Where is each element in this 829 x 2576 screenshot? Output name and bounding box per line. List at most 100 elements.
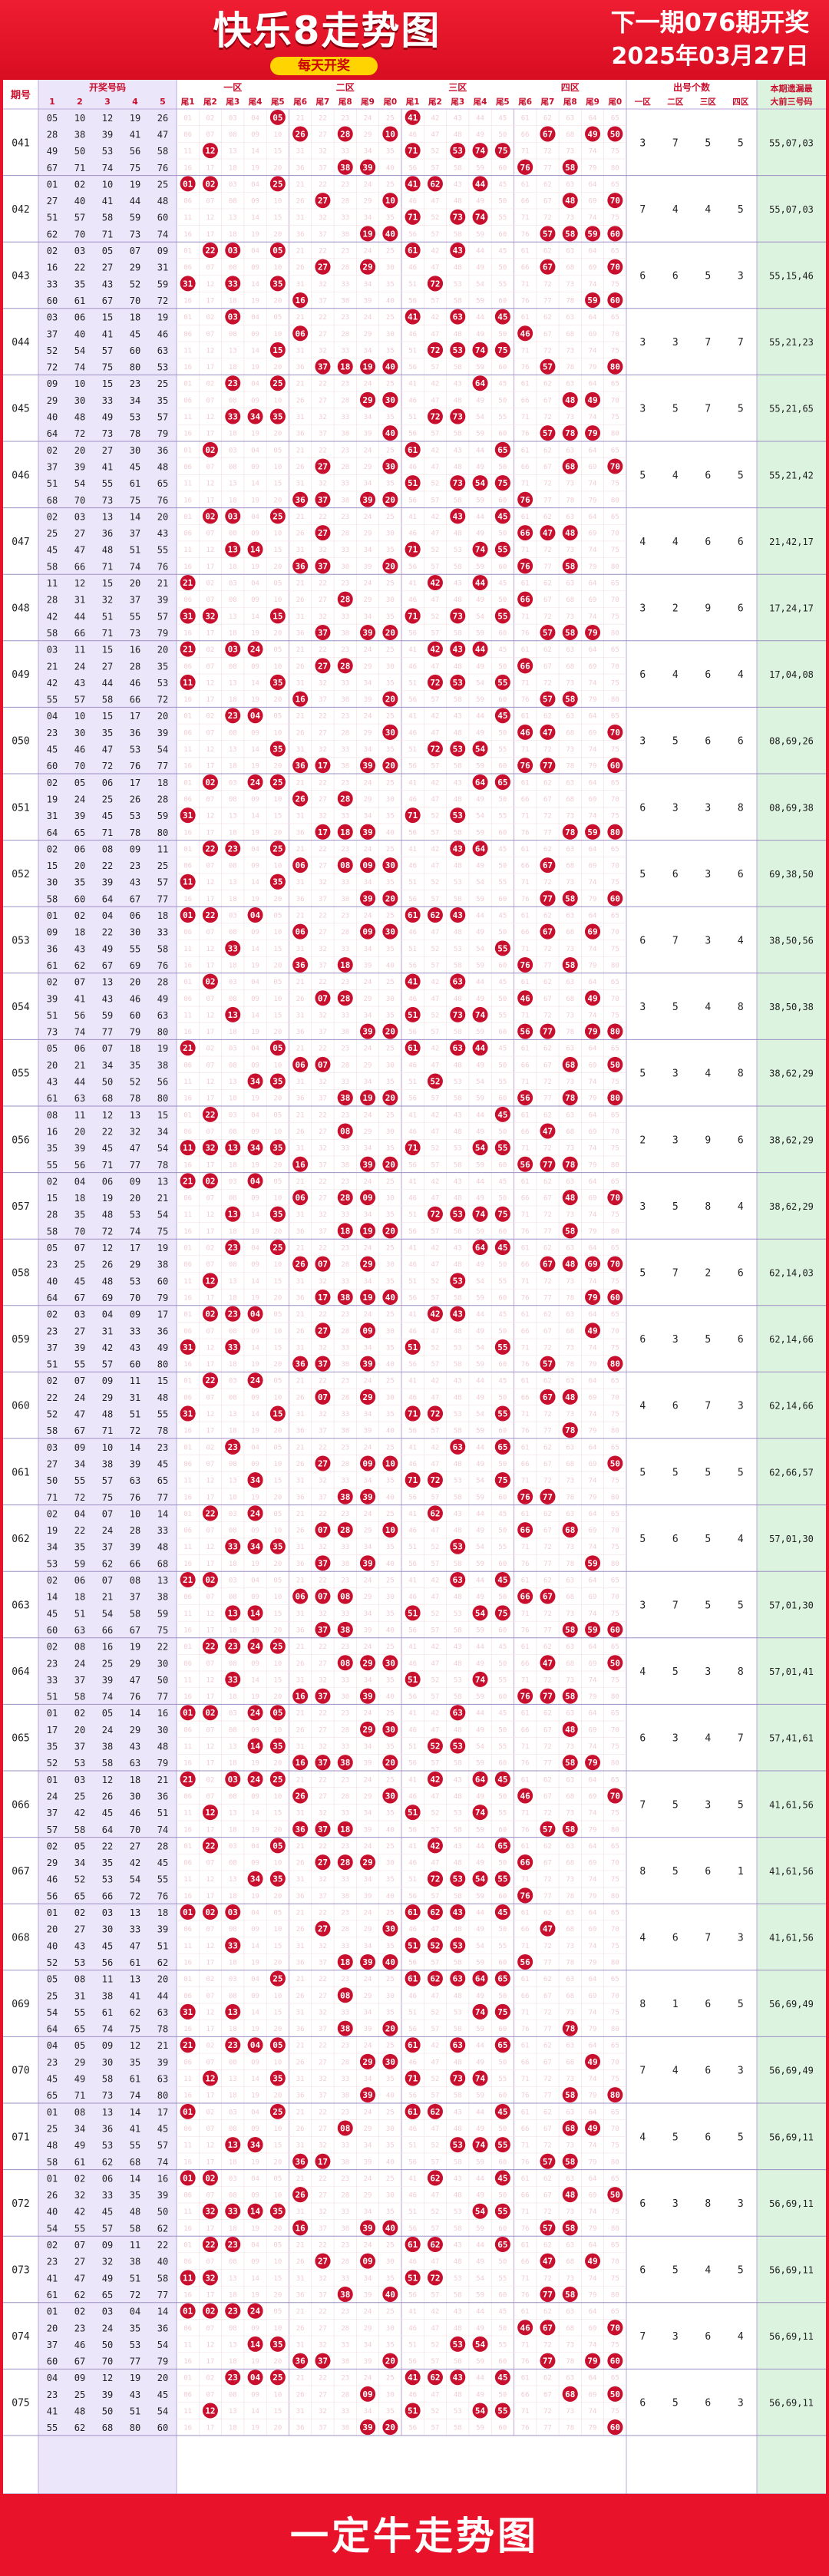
- grid-faded-number: 55: [498, 1078, 507, 1086]
- grid-faded-number: 22: [319, 2242, 327, 2250]
- grid-faded-number: 07: [206, 2059, 215, 2066]
- grid-faded-number: 33: [341, 1478, 349, 1485]
- drawn-number: 42: [74, 1808, 85, 1818]
- zone-count: 3: [705, 869, 711, 880]
- drawn-number: 43: [102, 993, 113, 1004]
- drawn-number: 55: [130, 2140, 140, 2151]
- grid-faded-number: 38: [341, 231, 349, 239]
- grid-faded-number: 65: [611, 381, 619, 388]
- grid-faded-number: 30: [386, 2125, 395, 2133]
- grid-faded-number: 11: [183, 1610, 192, 1618]
- grid-faded-number: 06: [183, 1261, 192, 1269]
- grid-faded-number: 12: [206, 1544, 215, 1551]
- grid-faded-number: 01: [183, 1976, 192, 1983]
- ball-label: 42: [430, 1841, 440, 1851]
- grid-faded-number: 22: [319, 1710, 327, 1718]
- grid-faded-number: 57: [431, 1826, 440, 1834]
- grid-faded-number: 41: [408, 1511, 417, 1518]
- zone-count: 6: [639, 271, 646, 282]
- grid-faded-number: 23: [341, 580, 349, 588]
- grid-faded-number: 37: [319, 1095, 327, 1103]
- drawn-number: 45: [47, 745, 58, 755]
- ball-label: 53: [453, 1542, 463, 1552]
- grid-faded-number: 13: [229, 1810, 237, 1818]
- grid-faded-number: 32: [319, 1344, 327, 1352]
- ball-label: 56: [520, 1093, 531, 1103]
- zone-count: 7: [672, 137, 679, 149]
- miss-top3: 41,61,56: [769, 1799, 814, 1810]
- ball-label: 16: [296, 1692, 306, 1702]
- ball-label: 25: [272, 1775, 282, 1785]
- grid-faded-number: 28: [341, 1461, 349, 1468]
- drawn-number: 12: [130, 2040, 140, 2051]
- grid-faded-number: 57: [431, 497, 440, 504]
- ball-label: 21: [183, 578, 193, 588]
- grid-faded-number: 18: [229, 1161, 237, 1169]
- grid-faded-number: 57: [431, 231, 440, 239]
- drawn-number: 22: [47, 1392, 58, 1403]
- ball-label: 35: [272, 1143, 282, 1153]
- drawn-number: 43: [74, 678, 85, 689]
- ball-label: 50: [610, 1658, 620, 1668]
- drawn-number: 12: [102, 1775, 113, 1785]
- grid-faded-number: 71: [521, 2275, 530, 2283]
- grid-faded-number: 49: [476, 131, 484, 139]
- grid-faded-number: 17: [206, 763, 215, 771]
- issue-number: 042: [12, 204, 29, 216]
- ball-label: 18: [340, 362, 350, 372]
- ball-label: 39: [362, 1160, 372, 1170]
- grid-faded-number: 37: [319, 297, 327, 305]
- drawn-number: 60: [47, 761, 58, 771]
- grid-faded-number: 02: [206, 314, 215, 322]
- grid-faded-number: 55: [498, 813, 507, 821]
- grid-faded-number: 53: [454, 2009, 462, 2016]
- grid-faded-number: 42: [431, 1245, 440, 1253]
- grid-faded-number: 71: [521, 414, 530, 421]
- grid-faded-number: 12: [206, 879, 215, 887]
- grid-faded-number: 06: [183, 2258, 192, 2266]
- zone-count: 4: [705, 1733, 711, 1745]
- ball-label: 65: [497, 2040, 507, 2050]
- drawn-number: 78: [130, 827, 140, 838]
- grid-faded-number: 55: [498, 2275, 507, 2283]
- grid-faded-number: 52: [431, 1344, 440, 1352]
- grid-faded-number: 74: [589, 1211, 597, 1219]
- ball-label: 55: [497, 1409, 507, 1419]
- grid-faded-number: 34: [364, 1810, 372, 1818]
- grid-faded-number: 80: [611, 1826, 619, 1834]
- drawn-number: 09: [130, 1176, 140, 1187]
- ball-label: 27: [318, 1458, 328, 1468]
- drawn-number: 68: [47, 495, 58, 506]
- grid-faded-number: 79: [589, 1228, 597, 1236]
- grid-faded-number: 75: [611, 2208, 619, 2216]
- grid-faded-number: 17: [206, 164, 215, 172]
- grid-faded-number: 62: [543, 779, 552, 787]
- zone-count: 3: [672, 337, 679, 348]
- ball-label: 33: [228, 1940, 238, 1950]
- drawn-number: 13: [102, 2107, 113, 2118]
- drawn-number: 02: [47, 1508, 58, 1519]
- grid-faded-number: 52: [431, 2208, 440, 2216]
- grid-faded-number: 75: [611, 746, 619, 754]
- ball-label: 54: [475, 478, 486, 488]
- tail-col-header: 尾0: [383, 97, 397, 107]
- grid-faded-number: 21: [296, 1378, 305, 1385]
- drawn-number: 14: [130, 1708, 140, 1719]
- grid-faded-number: 77: [543, 563, 552, 571]
- grid-faded-number: 62: [543, 248, 552, 256]
- ball-label: 63: [453, 1974, 463, 1984]
- grid-faded-number: 16: [183, 2225, 192, 2233]
- grid-faded-number: 30: [386, 1128, 395, 1136]
- number-ball: [405, 109, 421, 125]
- grid-faded-number: 41: [408, 580, 417, 588]
- ball-label: 46: [520, 993, 531, 1003]
- drawn-number: 49: [74, 2074, 85, 2085]
- drawn-number: 07: [102, 1575, 113, 1586]
- drawn-number: 71: [102, 1425, 113, 1436]
- number-ball: [269, 276, 286, 292]
- grid-faded-number: 61: [521, 1910, 530, 1917]
- grid-faded-number: 27: [319, 1660, 327, 1668]
- grid-faded-number: 27: [319, 1793, 327, 1801]
- grid-faded-number: 49: [476, 1926, 484, 1934]
- grid-faded-number: 36: [296, 629, 305, 637]
